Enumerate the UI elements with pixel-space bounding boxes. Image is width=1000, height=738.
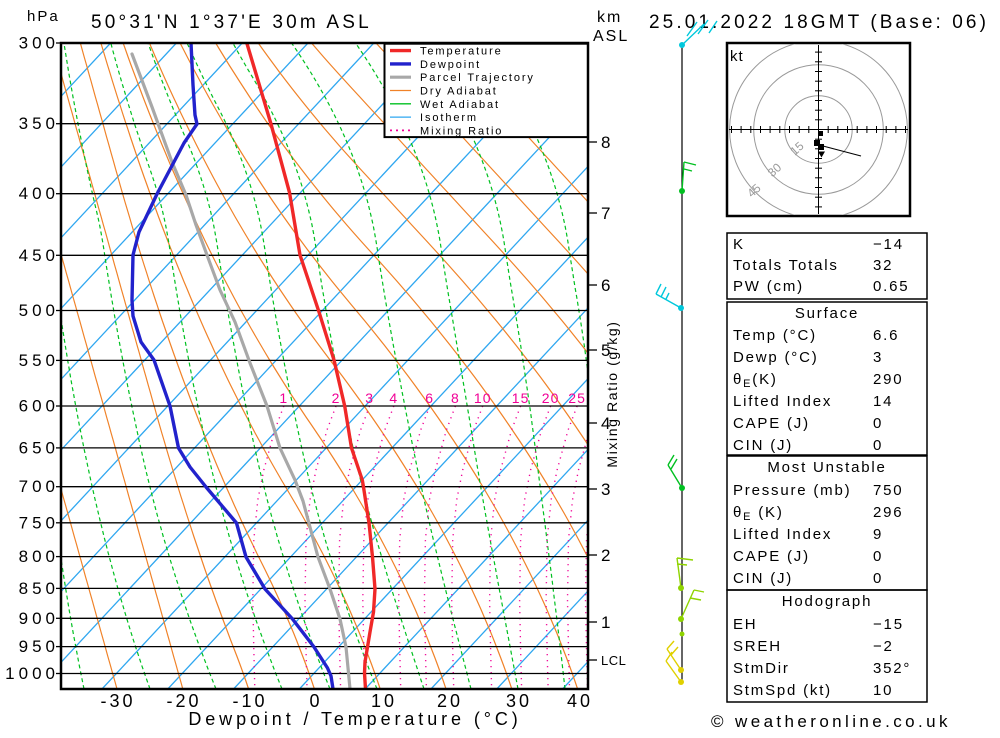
svg-text:-20: -20 [166, 691, 201, 711]
svg-text:Dewp (°C): Dewp (°C) [733, 349, 819, 366]
svg-text:-10: -10 [232, 691, 267, 711]
svg-text:1: 1 [601, 613, 610, 632]
svg-text:km: km [597, 9, 622, 26]
svg-text:kt: kt [730, 48, 744, 65]
svg-text:SREH: SREH [733, 638, 782, 655]
svg-text:300: 300 [19, 34, 59, 53]
svg-text:6: 6 [425, 390, 434, 406]
svg-text:CAPE (J): CAPE (J) [733, 415, 810, 432]
svg-text:950: 950 [19, 637, 59, 656]
svg-text:10: 10 [474, 390, 492, 406]
svg-text:PW (cm): PW (cm) [733, 278, 804, 295]
svg-text:StmSpd (kt): StmSpd (kt) [733, 682, 832, 699]
svg-text:−14: −14 [873, 236, 904, 253]
svg-text:0: 0 [873, 570, 883, 587]
svg-text:CIN (J): CIN (J) [733, 570, 793, 587]
svg-text:Dewpoint / Temperature (°C): Dewpoint / Temperature (°C) [188, 709, 521, 729]
svg-text:EH: EH [733, 616, 757, 633]
svg-text:25.01.2022 18GMT (Base: 06): 25.01.2022 18GMT (Base: 06) [649, 12, 989, 33]
svg-text:CAPE (J): CAPE (J) [733, 548, 810, 565]
svg-text:700: 700 [19, 477, 59, 496]
svg-text:20: 20 [542, 390, 560, 406]
svg-text:32: 32 [873, 257, 893, 274]
svg-text:Temperature: Temperature [420, 46, 503, 58]
svg-text:Dry Adiabat: Dry Adiabat [420, 86, 498, 98]
svg-text:800: 800 [19, 547, 59, 566]
svg-text:20: 20 [437, 691, 463, 711]
svg-text:4: 4 [389, 390, 398, 406]
svg-text:500: 500 [19, 301, 59, 320]
svg-text:4: 4 [601, 414, 610, 433]
svg-text:LCL: LCL [601, 653, 626, 668]
svg-text:θE (K): θE (K) [733, 504, 784, 523]
svg-text:40: 40 [567, 691, 593, 711]
svg-text:8: 8 [601, 133, 610, 152]
svg-text:5: 5 [601, 341, 610, 360]
svg-text:50°31'N 1°37'E 30m ASL: 50°31'N 1°37'E 30m ASL [91, 12, 372, 33]
svg-text:ASL: ASL [593, 28, 629, 45]
svg-text:Mixing Ratio: Mixing Ratio [420, 125, 503, 137]
svg-text:Isotherm: Isotherm [420, 112, 478, 124]
svg-text:290: 290 [873, 371, 903, 388]
svg-text:7: 7 [601, 204, 610, 223]
svg-text:−2: −2 [873, 638, 894, 655]
svg-text:450: 450 [19, 246, 59, 265]
svg-text:Dewpoint: Dewpoint [420, 59, 481, 71]
svg-text:hPa: hPa [27, 8, 60, 25]
svg-text:-30: -30 [100, 691, 135, 711]
svg-text:750: 750 [19, 513, 59, 532]
svg-text:Pressure (mb): Pressure (mb) [733, 482, 851, 499]
svg-text:3: 3 [601, 480, 610, 499]
svg-text:Lifted Index: Lifted Index [733, 526, 832, 543]
svg-text:Totals Totals: Totals Totals [733, 257, 839, 274]
svg-text:StmDir: StmDir [733, 660, 790, 677]
svg-text:9: 9 [873, 526, 883, 543]
svg-text:1: 1 [279, 390, 288, 406]
svg-text:550: 550 [19, 351, 59, 370]
svg-text:10: 10 [873, 682, 893, 699]
svg-text:0: 0 [309, 691, 322, 711]
svg-text:25: 25 [568, 390, 586, 406]
svg-text:Lifted Index: Lifted Index [733, 393, 832, 410]
svg-text:0: 0 [873, 437, 883, 454]
svg-text:0: 0 [873, 548, 883, 565]
svg-text:3: 3 [365, 390, 374, 406]
svg-text:CIN (J): CIN (J) [733, 437, 793, 454]
svg-text:Hodograph: Hodograph [782, 593, 872, 610]
svg-text:3: 3 [873, 349, 883, 366]
svg-text:296: 296 [873, 504, 903, 521]
svg-text:0.65: 0.65 [873, 278, 909, 295]
svg-text:Temp (°C): Temp (°C) [733, 327, 817, 344]
svg-text:6: 6 [601, 276, 610, 295]
svg-text:2: 2 [332, 390, 341, 406]
svg-text:Wet Adiabat: Wet Adiabat [420, 99, 500, 111]
svg-text:352°: 352° [873, 660, 911, 677]
svg-text:−15: −15 [873, 616, 904, 633]
svg-text:400: 400 [19, 184, 59, 203]
svg-text:θE(K): θE(K) [733, 371, 778, 390]
svg-text:10: 10 [371, 691, 397, 711]
svg-text:8: 8 [451, 390, 460, 406]
svg-text:15: 15 [512, 390, 530, 406]
svg-text:600: 600 [19, 397, 59, 416]
svg-text:© weatheronline.co.uk: © weatheronline.co.uk [711, 712, 951, 731]
svg-text:350: 350 [19, 114, 59, 133]
svg-text:1000: 1000 [5, 664, 59, 683]
svg-text:650: 650 [19, 438, 59, 457]
svg-text:Mixing Ratio (g/kg): Mixing Ratio (g/kg) [604, 320, 620, 467]
svg-text:30: 30 [506, 691, 532, 711]
svg-text:Parcel Trajectory: Parcel Trajectory [420, 72, 535, 84]
svg-text:900: 900 [19, 609, 59, 628]
svg-text:6.6: 6.6 [873, 327, 899, 344]
svg-text:Most Unstable: Most Unstable [767, 459, 886, 476]
svg-text:750: 750 [873, 482, 903, 499]
svg-text:0: 0 [873, 415, 883, 432]
svg-text:2: 2 [601, 546, 610, 565]
svg-text:K: K [733, 236, 745, 253]
svg-text:850: 850 [19, 579, 59, 598]
svg-text:Surface: Surface [795, 305, 859, 322]
svg-text:14: 14 [873, 393, 893, 410]
